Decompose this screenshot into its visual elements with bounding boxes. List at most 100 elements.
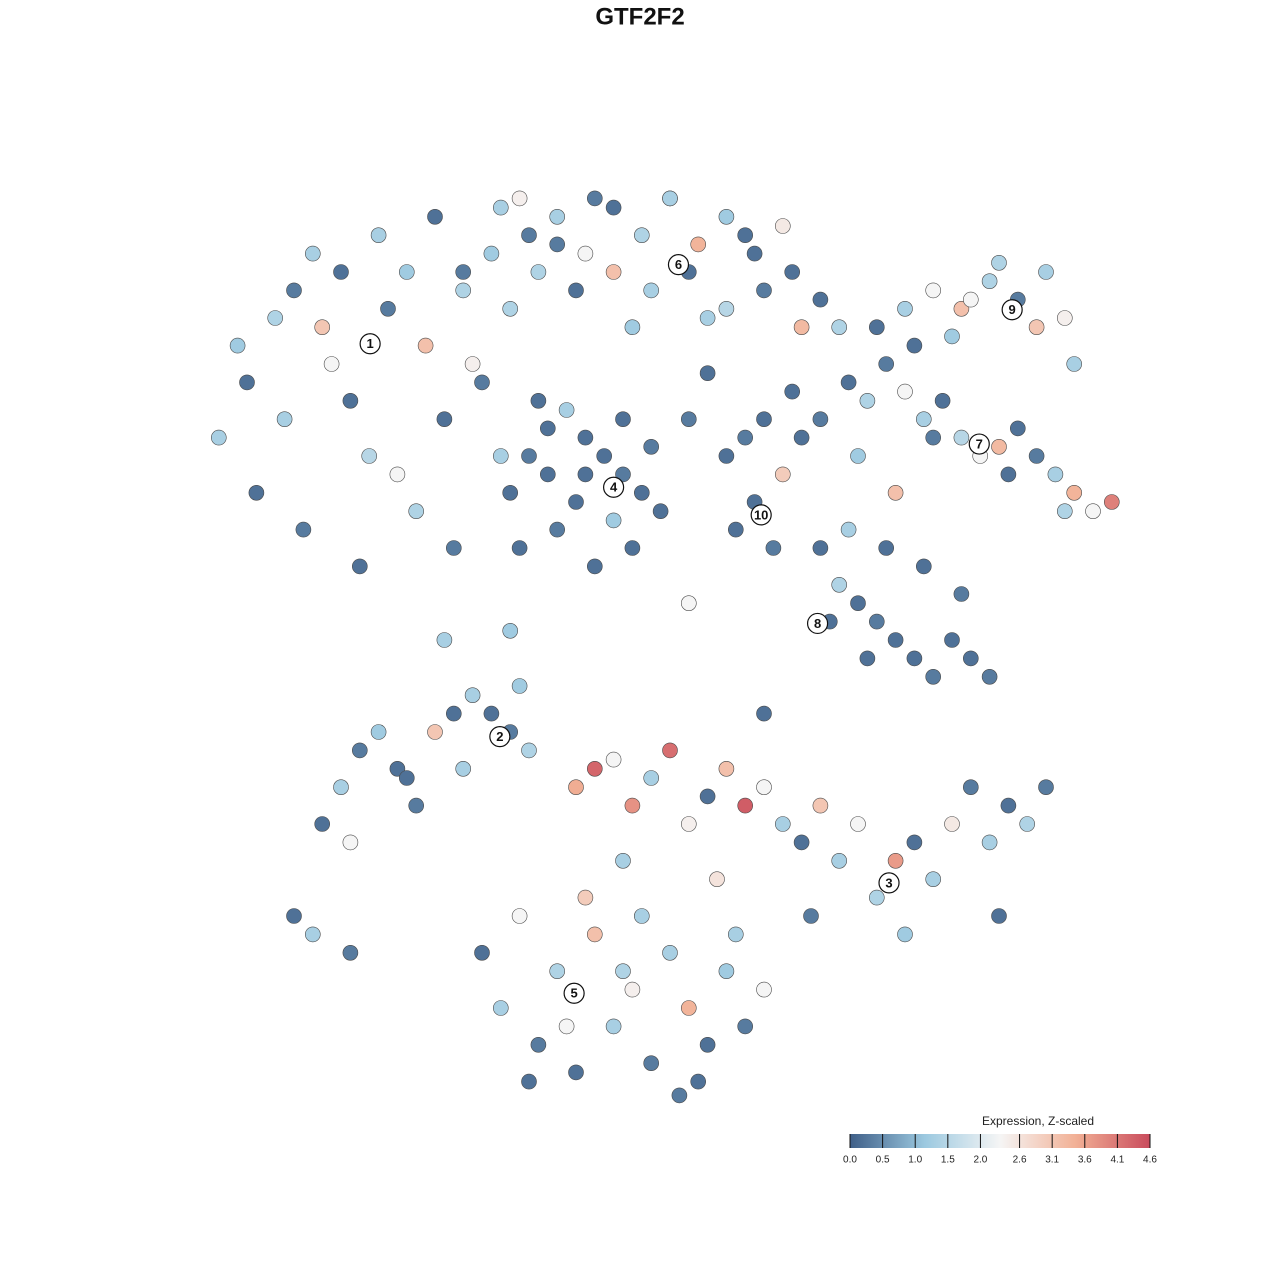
colorbar-tick-label: 1.5	[941, 1155, 955, 1166]
point	[962, 291, 979, 308]
point	[887, 484, 904, 501]
colorbar-tick-label: 1.0	[908, 1155, 922, 1166]
point	[398, 770, 415, 786]
point	[398, 264, 415, 280]
point	[746, 245, 763, 262]
point	[812, 540, 829, 556]
point	[549, 963, 566, 980]
point	[502, 622, 519, 639]
point	[615, 852, 631, 869]
point	[878, 356, 895, 372]
point	[530, 1037, 547, 1053]
point	[925, 871, 942, 888]
point	[483, 245, 500, 262]
point	[615, 411, 631, 428]
point	[680, 816, 697, 832]
point	[784, 383, 801, 400]
point	[737, 1018, 754, 1035]
point	[568, 1064, 584, 1081]
point	[333, 779, 349, 796]
cluster-label-badge	[878, 872, 900, 894]
cluster-label: 6	[675, 257, 682, 272]
point	[944, 816, 960, 832]
point	[380, 300, 396, 317]
point	[342, 392, 359, 409]
point	[314, 816, 331, 832]
point	[483, 705, 500, 722]
point	[605, 512, 622, 529]
colorbar-title: Expression, Z-scaled	[982, 1114, 1094, 1128]
cluster-label: 2	[496, 729, 503, 744]
point	[812, 797, 829, 814]
point	[718, 300, 735, 317]
point	[624, 797, 641, 814]
point	[286, 282, 302, 299]
point	[906, 337, 923, 354]
point	[793, 319, 810, 336]
point	[304, 245, 321, 262]
point	[624, 319, 641, 336]
point	[981, 273, 998, 290]
point	[539, 466, 556, 483]
point	[643, 770, 660, 786]
point	[756, 282, 772, 299]
cluster-label: 4	[610, 480, 618, 495]
point	[840, 521, 857, 538]
cluster-label: 10	[754, 507, 768, 522]
point	[727, 521, 744, 538]
point	[737, 797, 754, 814]
point	[342, 834, 359, 851]
cluster-label: 8	[814, 616, 821, 631]
point	[718, 448, 735, 464]
point	[756, 411, 772, 428]
point	[521, 1073, 537, 1090]
point	[586, 558, 603, 575]
point	[1047, 466, 1064, 483]
point	[1019, 816, 1035, 832]
cluster-label-badge	[1001, 299, 1023, 321]
point	[304, 926, 321, 943]
point	[389, 760, 406, 777]
point	[756, 981, 772, 998]
point	[915, 411, 932, 428]
point	[558, 1018, 575, 1035]
point	[831, 319, 848, 336]
point	[568, 494, 584, 510]
cluster-label-badge	[968, 433, 990, 455]
point	[351, 558, 368, 575]
point	[727, 926, 744, 943]
point	[1038, 264, 1054, 280]
point	[1038, 779, 1054, 796]
colorbar-tick-label: 0.0	[843, 1155, 857, 1166]
colorbar-tick-label: 2.6	[1013, 1155, 1027, 1166]
point	[342, 944, 359, 961]
point	[511, 678, 528, 694]
point	[474, 944, 490, 961]
point	[953, 300, 970, 317]
point	[709, 871, 725, 888]
colorbar-tick-label: 3.6	[1078, 1155, 1092, 1166]
point	[624, 540, 641, 556]
point	[286, 908, 302, 924]
point	[671, 1087, 688, 1104]
cluster-label-badge	[359, 333, 381, 355]
point	[643, 282, 660, 299]
point	[605, 751, 622, 768]
point	[1057, 503, 1073, 520]
colorbar: Expression, Z-scaled 0.0 0.5 1.0 1.5 2.0 2.6 3.…	[843, 1114, 1157, 1165]
point	[690, 236, 707, 253]
point	[361, 448, 378, 464]
point	[868, 889, 885, 906]
point	[370, 724, 387, 740]
point	[774, 816, 791, 832]
point	[953, 586, 970, 602]
point	[850, 448, 866, 464]
point	[897, 383, 913, 400]
point	[436, 411, 453, 428]
point	[991, 254, 1007, 271]
colorbar-tick-label: 3.1	[1045, 1155, 1059, 1166]
point	[925, 282, 942, 299]
point	[577, 466, 594, 483]
point	[859, 392, 876, 409]
